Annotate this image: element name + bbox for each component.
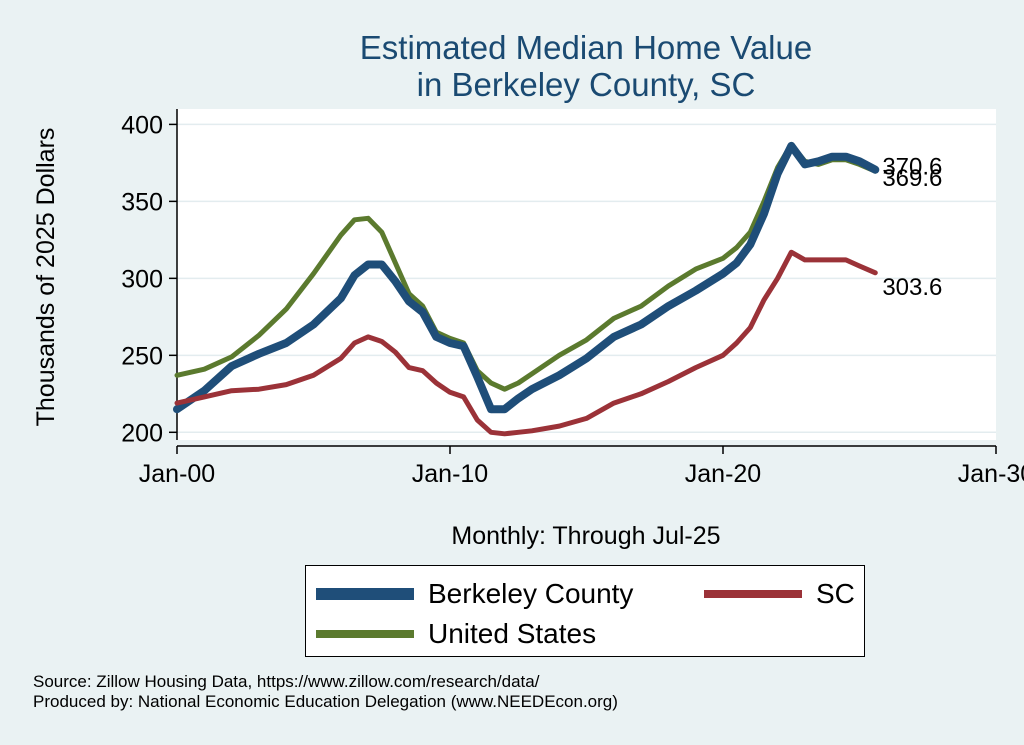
series-lines (173, 141, 880, 437)
legend-swatch-berkeley-county (316, 588, 414, 600)
end-label-sc: 303.6 (882, 274, 942, 301)
producer-note: Produced by: National Economic Education… (33, 692, 618, 711)
end-label-berkeley-county: 370.6 (882, 154, 942, 181)
axes: 200 250 300 350 400 Jan-00 Jan-10 Jan-20 Jan-30 (121, 109, 1024, 488)
legend-label-sc: SC (816, 578, 855, 609)
chart-title-line-2: in Berkeley County, SC (417, 66, 756, 103)
y-axis-label: Thousands of 2025 Dollars (32, 128, 60, 427)
legend-item-united-states: United States (316, 618, 596, 650)
legend: Berkeley County SC United States (305, 565, 865, 657)
y-tick-label: 300 (121, 265, 163, 293)
x-tick-label: Jan-30 (958, 460, 1024, 488)
chart-title-line-1: Estimated Median Home Value (360, 29, 812, 66)
legend-label-berkeley-county: Berkeley County (428, 578, 634, 609)
legend-item-sc: SC (704, 578, 855, 610)
source-note: Source: Zillow Housing Data, https://www… (33, 672, 540, 691)
x-axis-label: Monthly: Through Jul-25 (451, 522, 720, 550)
y-tick-label: 350 (121, 188, 163, 216)
y-tick-label: 250 (121, 342, 163, 370)
x-tick-label: Jan-20 (685, 460, 761, 488)
x-tick-label: Jan-00 (139, 460, 215, 488)
series-line-berkeley-county (173, 141, 880, 414)
end-label-united-states: 369.6 (882, 165, 942, 192)
x-tick-label: Jan-10 (412, 460, 488, 488)
legend-label-united-states: United States (428, 618, 597, 649)
series-line-sc (174, 249, 878, 437)
legend-item-berkeley-county: Berkeley County (316, 578, 633, 610)
legend-swatch-sc (704, 590, 802, 598)
y-tick-label: 200 (121, 419, 163, 447)
legend-swatch-united-states (316, 630, 414, 638)
y-tick-label: 400 (121, 111, 163, 139)
